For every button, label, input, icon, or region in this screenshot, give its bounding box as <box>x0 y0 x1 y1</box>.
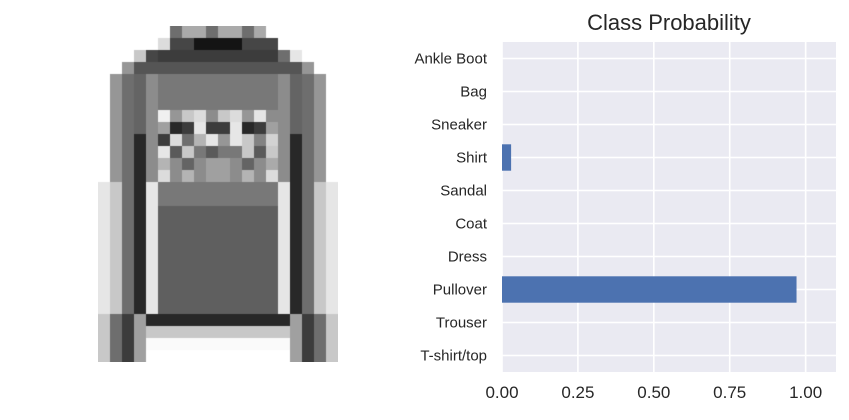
x-tick-label: 0.25 <box>561 383 594 402</box>
category-label: Coat <box>455 216 488 233</box>
x-tick-label: 1.00 <box>789 383 822 402</box>
x-tick-label: 0.75 <box>713 383 746 402</box>
category-label: Sneaker <box>431 117 487 134</box>
bar-pullover <box>502 276 797 303</box>
category-label: Dress <box>448 249 487 266</box>
category-label: Bag <box>460 84 487 101</box>
category-label: Trouser <box>436 315 487 332</box>
chart-title: Class Probability <box>587 10 751 35</box>
axes: T-shirt/top Trouser Pullover Dress Coat Sanda… <box>414 42 836 402</box>
category-label: Sandal <box>440 183 487 200</box>
input-image <box>98 26 338 362</box>
category-label: T-shirt/top <box>420 348 487 365</box>
category-label: Ankle Boot <box>414 51 487 68</box>
x-tick-label: 0.00 <box>485 383 518 402</box>
bar-shirt <box>502 144 512 171</box>
category-label: Pullover <box>433 282 487 299</box>
x-tick-label: 0.50 <box>637 383 670 402</box>
plot-area <box>502 42 836 372</box>
category-label: Shirt <box>456 150 488 167</box>
